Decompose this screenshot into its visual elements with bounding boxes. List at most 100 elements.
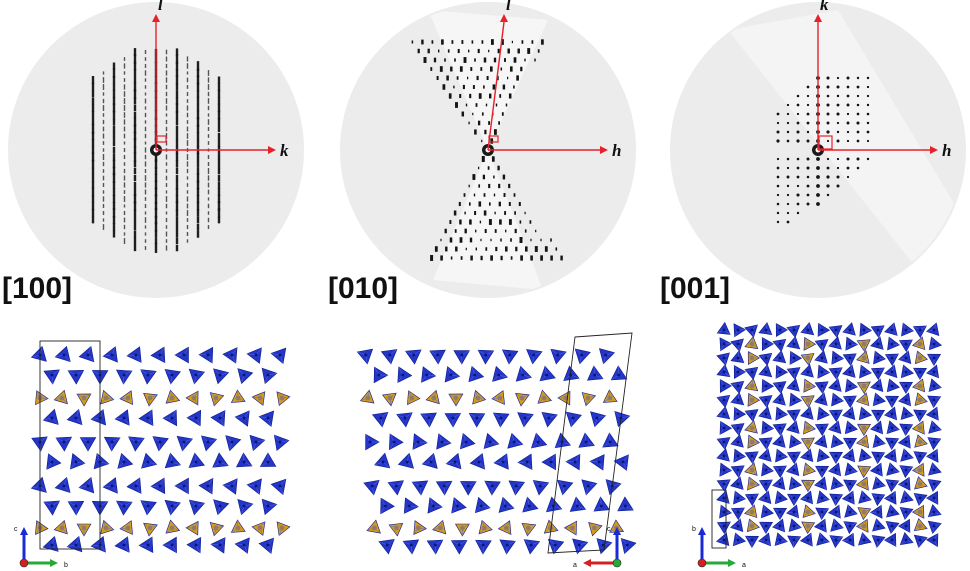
- axis-triad-icon: ca: [573, 526, 622, 569]
- diffraction-spot: [493, 57, 497, 63]
- diffraction-spot: [144, 98, 147, 104]
- blue-tetrahedron: [817, 322, 831, 337]
- diffraction-spot: [483, 85, 485, 89]
- gold-tetrahedron: [388, 522, 404, 537]
- diffraction-spot: [91, 131, 95, 141]
- diffraction-spot: [133, 54, 137, 64]
- diffraction-spot: [515, 246, 518, 252]
- diffraction-spot: [112, 68, 116, 78]
- diffraction-spot: [144, 92, 147, 96]
- diffraction-spot: [144, 126, 147, 132]
- diffraction-spot: [133, 76, 137, 84]
- diffraction-spot: [217, 132, 221, 140]
- diffraction-spot: [514, 228, 517, 234]
- diffraction-spot: [112, 118, 116, 126]
- blue-tetrahedron: [872, 392, 886, 407]
- blue-tetrahedron: [222, 347, 238, 364]
- gold-tetrahedron: [165, 389, 181, 404]
- blue-tetrahedron: [115, 500, 133, 516]
- diffraction-spot: [102, 224, 105, 230]
- gold-tetrahedron: [802, 462, 816, 477]
- gold-tetrahedron: [744, 462, 758, 476]
- diffraction-spot: [459, 93, 462, 99]
- diffraction-spot: [165, 196, 168, 202]
- diffraction-spot: [207, 168, 210, 174]
- blue-tetrahedron: [816, 532, 830, 546]
- blue-tetrahedron: [814, 381, 829, 395]
- blue-tetrahedron: [775, 406, 789, 421]
- diffraction-spot: [186, 120, 189, 124]
- blue-tetrahedron: [761, 378, 775, 393]
- blue-tetrahedron: [451, 497, 467, 514]
- diffraction-spot: [91, 146, 95, 154]
- diffraction-spot: [454, 229, 457, 233]
- diffraction-spot: [480, 67, 483, 71]
- blue-tetrahedron: [117, 452, 134, 469]
- diffraction-spot: [91, 110, 95, 120]
- diffraction-spot: [560, 255, 563, 261]
- blue-tetrahedron: [800, 322, 815, 336]
- blue-tetrahedron: [913, 451, 928, 465]
- blue-tetrahedron: [602, 432, 619, 448]
- blue-tetrahedron: [716, 490, 730, 504]
- diffraction-spot: [513, 57, 517, 63]
- triad-side-label: a: [573, 562, 577, 569]
- blue-tetrahedron: [900, 364, 914, 379]
- blue-tetrahedron: [786, 462, 800, 477]
- blue-tetrahedron: [772, 465, 787, 479]
- diffraction-spot: [165, 175, 168, 181]
- diffraction-spot: [846, 112, 850, 116]
- diffraction-spot: [217, 153, 221, 161]
- diffraction-spot: [441, 39, 444, 45]
- diffraction-spot: [806, 130, 810, 134]
- diffraction-spot: [186, 196, 189, 202]
- gold-tetrahedron: [407, 390, 421, 406]
- gold-tetrahedron: [491, 390, 505, 405]
- diffraction-spot: [826, 121, 830, 125]
- vertical-axis-label: l: [506, 0, 511, 14]
- diffraction-spot: [488, 93, 492, 99]
- diffraction-spot: [123, 168, 126, 174]
- diffraction-spot: [493, 175, 495, 179]
- blue-tetrahedron: [800, 448, 814, 463]
- diffraction-spot: [102, 190, 105, 194]
- blue-tetrahedron: [421, 452, 438, 469]
- diffraction-spot: [816, 202, 820, 206]
- diffraction-spot: [196, 82, 200, 92]
- blue-tetrahedron: [772, 350, 787, 364]
- blue-tetrahedron: [198, 346, 214, 364]
- blue-tetrahedron: [758, 322, 773, 336]
- diffraction-spot: [508, 183, 511, 189]
- diffraction-spot: [207, 84, 210, 90]
- blue-tetrahedron: [563, 365, 580, 381]
- diffraction-spot: [217, 167, 221, 175]
- diffraction-spot: [154, 222, 158, 232]
- gold-tetrahedron: [911, 420, 925, 435]
- diffraction-spot: [102, 71, 105, 75]
- gold-tetrahedron: [744, 336, 759, 350]
- blue-tetrahedron: [225, 435, 242, 452]
- blue-tetrahedron: [436, 433, 452, 450]
- diffraction-spot: [196, 139, 200, 147]
- diffraction-spot: [826, 130, 830, 134]
- diffraction-spot: [856, 139, 860, 143]
- blue-tetrahedron: [899, 532, 914, 546]
- blue-tetrahedron: [898, 350, 912, 365]
- diffraction-spot: [175, 75, 179, 85]
- blue-tetrahedron: [758, 395, 773, 408]
- diffraction-spot: [196, 173, 200, 183]
- diffraction-spot: [796, 193, 800, 197]
- blue-tetrahedron: [842, 364, 856, 378]
- diffraction-spot: [472, 85, 475, 89]
- gold-tetrahedron: [432, 519, 447, 535]
- blue-tetrahedron: [730, 350, 745, 364]
- diffraction-spot: [144, 106, 147, 110]
- diffraction-spot: [102, 154, 105, 160]
- diffraction-spot: [165, 49, 168, 55]
- diffraction-spot: [217, 188, 221, 196]
- blue-tetrahedron: [164, 452, 182, 469]
- diffraction-spot: [796, 184, 800, 188]
- diffraction-spot: [186, 224, 189, 230]
- blue-tetrahedron: [901, 322, 914, 337]
